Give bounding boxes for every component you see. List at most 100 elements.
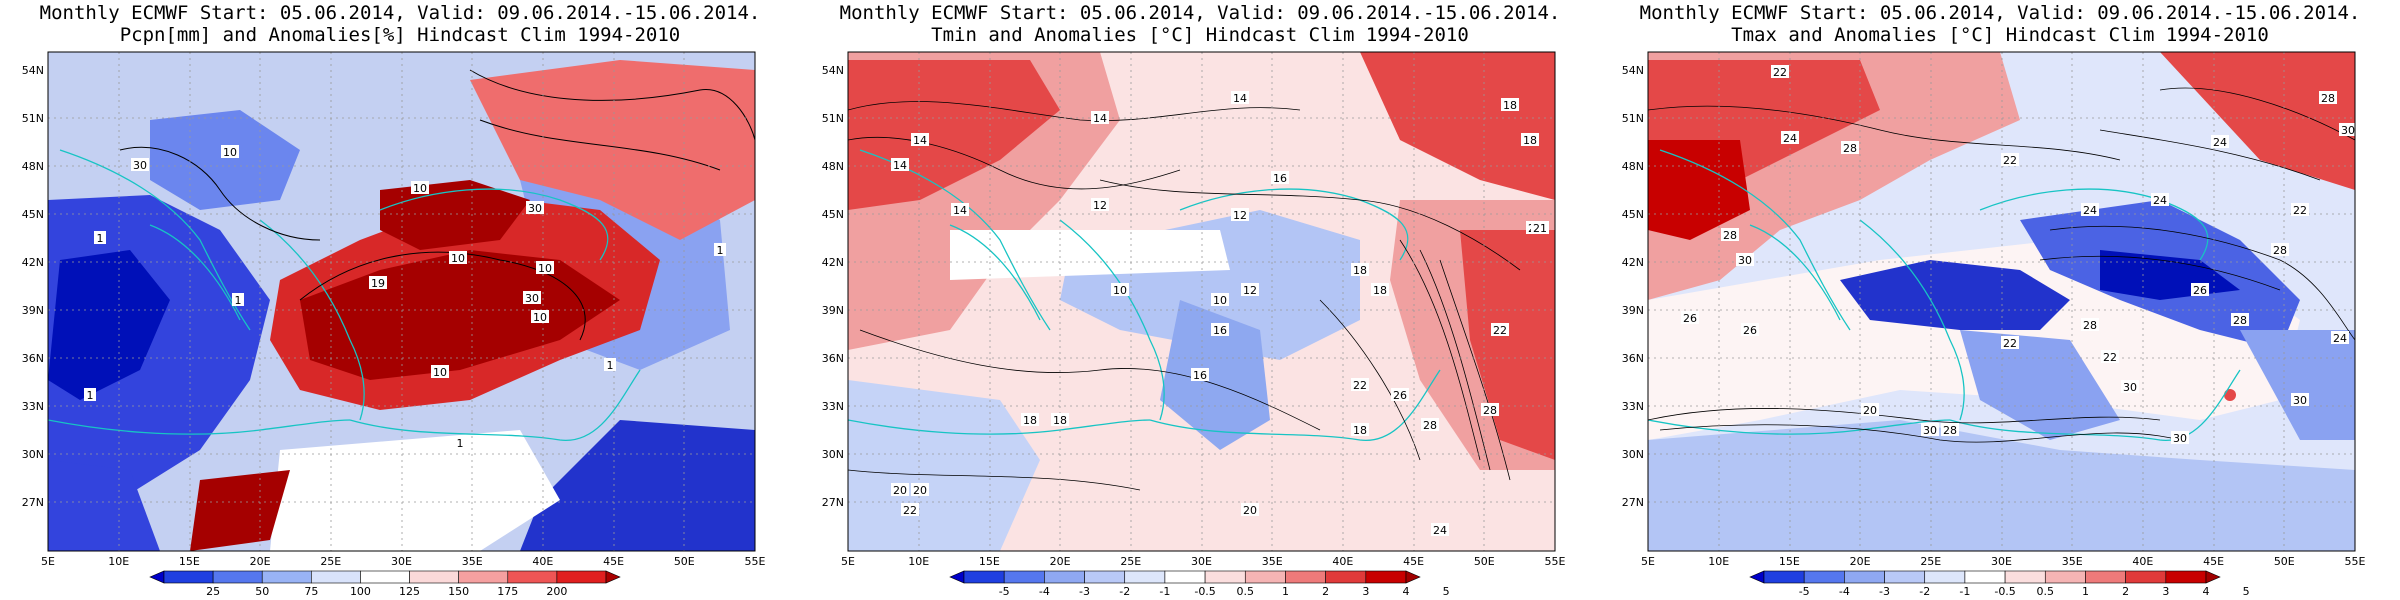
lon-tick-label: 5E: [1641, 555, 1655, 568]
colorbar-tick-label: -0.5: [1194, 585, 1215, 598]
colorbar-box: [963, 570, 1005, 584]
colorbar-tick-labels: 25 50 75 100 125 150 175 200: [206, 585, 567, 598]
precipitation-colorbar: 25 50 75 100 125 150 175 200: [149, 570, 621, 598]
contour-label: 16: [1193, 369, 1207, 382]
cool-anomaly-levant: [1960, 330, 2120, 440]
lat-tick-label: 33N: [1622, 400, 1644, 413]
warm-anomaly-northeast: [1360, 52, 1555, 200]
lat-tick-label: 30N: [22, 448, 44, 461]
contour-label: 12: [1093, 199, 1107, 212]
colorbar-box: [1844, 570, 1885, 584]
panel-tmax: Monthly ECMWF Start: 05.06.2014, Valid: …: [1600, 0, 2400, 600]
contour-label: 10: [1113, 284, 1127, 297]
lat-tick-labels: 54N 51N 48N 45N 42N 39N 36N 33N 30N 27N: [1622, 64, 1644, 509]
coastlines: [48, 149, 641, 441]
colorbar-tick-labels: -5 -4 -3 -2 -1 -0.5 0.5 1 2 3 4 5: [1799, 585, 2250, 598]
lon-tick-label: 5E: [41, 555, 55, 568]
lon-tick-labels: 5E 10E 15E 20E 25E 30E 35E 40E 45E 50E 55E: [841, 555, 1565, 568]
panel-title-line2: Tmax and Anomalies [°C] Hindcast Clim 19…: [1731, 24, 2269, 46]
colorbar-tick-label: 150: [448, 585, 469, 598]
neutral-sea: [950, 230, 1230, 280]
contour-label: 30: [2293, 394, 2307, 407]
colorbar-tick-label: 50: [255, 585, 269, 598]
contour-label: 28: [2233, 314, 2247, 327]
lat-tick-label: 30N: [1622, 448, 1644, 461]
lon-tick-label: 55E: [745, 555, 766, 568]
contour-label: 12: [1243, 284, 1257, 297]
lon-tick-label: 45E: [1403, 555, 1424, 568]
contour-label: 10: [538, 262, 552, 275]
contour-label: 22: [2003, 337, 2017, 350]
tmax-map: 22 24 24 28 28 30 22 24 28 30 26 22 28 2…: [1622, 51, 2366, 568]
lon-tick-label: 30E: [1991, 555, 2012, 568]
contour-label: 14: [893, 159, 907, 172]
colorbar-box: [556, 570, 607, 584]
lon-tick-label: 20E: [1850, 555, 1871, 568]
dry-anomaly-southwest: [48, 460, 160, 551]
lat-tick-label: 27N: [1622, 496, 1644, 509]
colorbar-box: [507, 570, 558, 584]
contour-label: 14: [1233, 92, 1247, 105]
lat-tick-label: 42N: [1622, 256, 1644, 269]
lat-tick-label: 27N: [822, 496, 844, 509]
lat-tick-label: 51N: [1622, 112, 1644, 125]
contour-label: 24: [2083, 204, 2097, 217]
contour-label: 22: [2103, 351, 2117, 364]
colorbar-tick-label: -3: [1079, 585, 1090, 598]
lon-tick-label: 5E: [841, 555, 855, 568]
contour-label: 28: [1483, 404, 1497, 417]
contour-label: 22: [903, 504, 917, 517]
contour-label: 24: [2153, 194, 2167, 207]
lat-tick-label: 36N: [822, 352, 844, 365]
tmin-map: 14 14 18 18 14 20 16 14 12 10 16 16 18 1…: [822, 51, 1566, 568]
colorbar-box: [212, 570, 263, 584]
normal-band-south: [270, 430, 560, 551]
colorbar-tick-label: -5: [999, 585, 1010, 598]
colorbar-tick-label: 200: [546, 585, 567, 598]
contour-label: 22: [2003, 154, 2017, 167]
contour-label: 14: [913, 134, 927, 147]
contour-label: 26: [1683, 312, 1697, 325]
colorbar-box: [1924, 570, 1966, 584]
panel-tmin: Monthly ECMWF Start: 05.06.2014, Valid: …: [800, 0, 1600, 600]
colorbar-box: [163, 570, 214, 584]
lat-tick-label: 33N: [822, 400, 844, 413]
contour-label-group: 22 24 24 28 28 30 22 24 28 30 26 22 28 2…: [1681, 65, 2355, 445]
colorbar-tick-label: 100: [350, 585, 371, 598]
lon-tick-label: 15E: [1779, 555, 1800, 568]
contour-label: 24: [1783, 132, 1797, 145]
colorbar-tick-label: 1: [1282, 585, 1289, 598]
colorbar-tick-labels: -5 -4 -3 -2 -1 -0.5 0.5 1 2 3 4 5: [999, 585, 1450, 598]
contour-label: 10: [413, 182, 427, 195]
colorbar-box: [1204, 570, 1246, 584]
lat-tick-label: 45N: [1622, 208, 1644, 221]
colorbar-box: [360, 570, 410, 584]
lat-tick-label: 36N: [22, 352, 44, 365]
colorbar-tick-label: 75: [304, 585, 318, 598]
lat-tick-label: 30N: [822, 448, 844, 461]
lon-tick-label: 50E: [674, 555, 695, 568]
colorbar-tick-label: 2: [2122, 585, 2129, 598]
colorbar-box: [1003, 570, 1045, 584]
contour-label: 18: [1053, 414, 1067, 427]
warm-spot: [2224, 389, 2236, 401]
colorbar-box: [1964, 570, 2006, 584]
contour-label: 10: [533, 311, 547, 324]
contour-lines: [848, 101, 1521, 491]
lat-tick-label: 33N: [22, 400, 44, 413]
contour-label: 24: [2213, 136, 2227, 149]
contour-label: 30: [1923, 424, 1937, 437]
colorbar-tick-label: -5: [1799, 585, 1810, 598]
lon-tick-label: 35E: [2062, 555, 2083, 568]
contour-label: 28: [1843, 142, 1857, 155]
lat-tick-label: 51N: [22, 112, 44, 125]
contour-label: 22: [1353, 379, 1367, 392]
lat-tick-label: 54N: [822, 64, 844, 77]
wet-anomaly-libya: [190, 470, 290, 551]
panel-title-line2: Tmin and Anomalies [°C] Hindcast Clim 19…: [931, 24, 1469, 46]
colorbar-tick-label: 3: [2162, 585, 2169, 598]
dry-anomaly-core: [48, 250, 170, 400]
colorbar-tick-label: 5: [1443, 585, 1450, 598]
warm-anomaly-alps: [848, 60, 1060, 210]
lat-tick-label: 42N: [822, 256, 844, 269]
